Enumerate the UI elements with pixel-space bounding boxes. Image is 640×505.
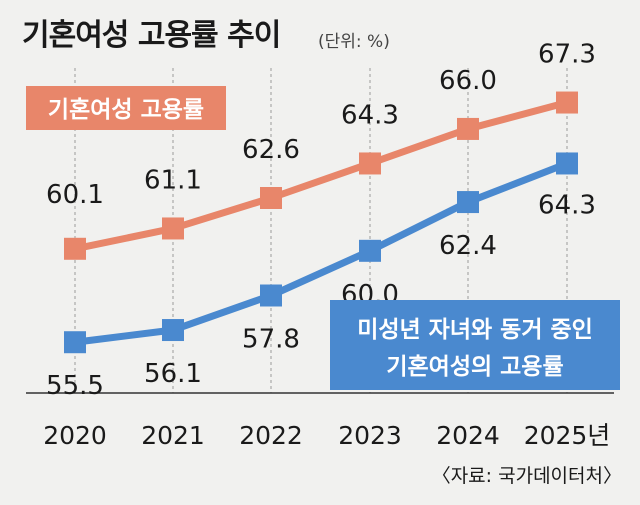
legend-cohabiting-box [330, 300, 620, 390]
legend-cohabiting: 미성년 자녀와 동거 중인 기혼여성의 고용률 [330, 300, 620, 390]
data-label: 66.0 [439, 66, 497, 96]
legend-cohabiting-line2: 기혼여성의 고용률 [386, 354, 563, 380]
legend-married-women-box [26, 86, 226, 130]
source-note: 〈자료: 국가데이터처〉 [431, 465, 622, 487]
data-label: 56.1 [144, 359, 202, 389]
x-tick-label: 2024 [436, 421, 500, 450]
x-tick-label: 2025년 [524, 421, 611, 450]
x-tick-label: 2020 [43, 421, 107, 450]
chart-title: 기혼여성 고용률 추이 [22, 18, 281, 53]
data-point-marker [162, 217, 184, 240]
data-label: 62.6 [242, 135, 300, 165]
data-point-marker [64, 331, 86, 354]
data-label: 61.1 [144, 165, 202, 195]
data-point-marker [260, 187, 282, 209]
data-label: 62.4 [439, 231, 497, 261]
data-point-marker [457, 117, 479, 140]
legend-married-women-label: 기혼여성 고용률 [48, 97, 204, 123]
legend-married-women: 기혼여성 고용률 [26, 86, 226, 130]
legend-cohabiting-line1: 미성년 자녀와 동거 중인 [357, 317, 593, 343]
data-point-marker [556, 91, 578, 114]
data-point-marker [457, 191, 479, 214]
data-label: 60.1 [46, 180, 104, 210]
data-point-marker [162, 319, 184, 342]
data-label: 67.3 [538, 40, 596, 70]
data-point-marker [556, 152, 578, 175]
data-label: 57.8 [242, 325, 300, 355]
x-tick-label: 2021 [141, 421, 205, 450]
data-point-marker [359, 152, 381, 175]
series-line [74, 99, 568, 253]
data-label: 55.5 [46, 371, 104, 401]
data-point-marker [359, 239, 381, 262]
x-tick-labels: 2020 2021 2022 2023 2024 2025년 [43, 421, 610, 450]
data-label: 64.3 [538, 190, 596, 220]
series-1: 60.1 61.1 62.6 64.3 66.0 67.3 [46, 40, 596, 260]
data-label: 64.3 [341, 100, 399, 130]
x-tick-label: 2023 [338, 421, 402, 450]
data-point-marker [64, 237, 86, 260]
unit-label: (단위: %) [318, 32, 390, 52]
x-tick-label: 2022 [239, 421, 303, 450]
series-line [74, 160, 569, 346]
data-point-marker [260, 284, 282, 307]
